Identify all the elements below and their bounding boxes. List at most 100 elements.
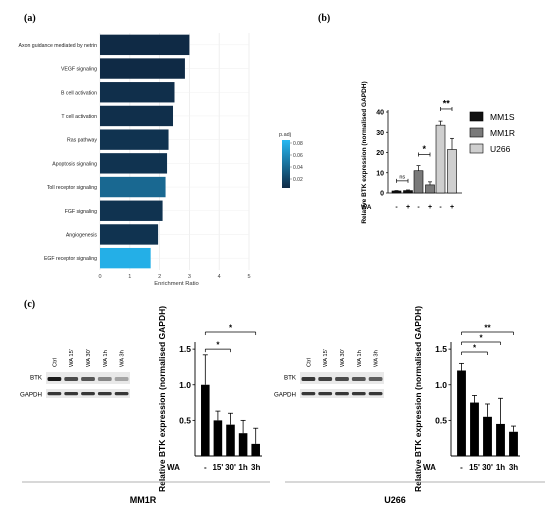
y-tick-label: 1.5 — [435, 344, 447, 354]
blot-band — [114, 377, 129, 381]
condition-label: + — [406, 204, 410, 211]
chart-b-btk-expression: 0 10 20 30 40 Relative BTK expression (normal… — [361, 81, 515, 223]
x-axis-label: WA — [423, 463, 436, 472]
bar — [100, 105, 174, 127]
y-axis-label: Relative BTK expression (normalised GAPD… — [361, 81, 368, 223]
blot-row-label: BTK — [284, 375, 297, 382]
x-axis-label: WA — [361, 204, 372, 211]
panel-label-b: (b) — [318, 13, 330, 24]
blot-band — [47, 392, 62, 396]
significance-label: * — [229, 324, 233, 333]
blot-band — [97, 392, 112, 396]
category-label: EGF receptor signaling — [44, 256, 97, 262]
significance-label: * — [473, 343, 477, 352]
legend-tick-label: 0.08 — [293, 141, 303, 147]
legend-swatch — [469, 111, 484, 122]
bar — [457, 370, 466, 456]
blot-lane-label: WA 15' — [69, 349, 75, 367]
bar — [100, 82, 175, 103]
legend-label: U266 — [490, 144, 511, 154]
x-axis-label: Enrichment Ratio — [154, 281, 198, 287]
bar — [509, 431, 518, 456]
x-tick-label: - — [204, 463, 207, 472]
blot-band — [97, 377, 112, 381]
x-tick-label: 1h — [496, 463, 505, 472]
blot-lane-label: WA 30' — [340, 349, 346, 367]
x-tick-label: 15' — [469, 463, 480, 472]
blot-lane-label: WA 15' — [323, 349, 329, 367]
bar — [413, 170, 424, 194]
y-axis-label: Relative BTK expression (normalised GAPD… — [413, 306, 423, 492]
blot-row-label: GAPDH — [20, 392, 42, 399]
x-tick-label: 30' — [225, 463, 236, 472]
x-tick-label: 30' — [482, 463, 493, 472]
blot-band — [81, 377, 95, 381]
significance-label: ns — [399, 174, 405, 180]
blot-lane-label: Ctrl — [52, 358, 58, 367]
blot-band — [335, 392, 349, 396]
x-tick-label: 0 — [98, 274, 101, 280]
blot-band — [301, 392, 316, 396]
blot-lane-label: WA 30' — [86, 349, 92, 367]
legend-tick-label: 0.02 — [293, 177, 303, 183]
bar — [100, 247, 151, 269]
y-tick-label: 40 — [376, 110, 384, 117]
chart-c-mm1r: Ctrl WA 15' WA 30' WA 1h WA 3h BTK GAPDH 0.5 1.0… — [20, 306, 270, 505]
bar — [425, 184, 435, 194]
y-tick-label: 20 — [376, 150, 384, 157]
significance-label: * — [216, 341, 220, 350]
bar — [100, 200, 163, 221]
blot-row-label: GAPDH — [274, 392, 296, 399]
significance-label: ** — [443, 98, 451, 108]
category-label: Toll receptor signaling — [47, 185, 97, 191]
blot-lane-label: WA 1h — [103, 350, 109, 367]
y-tick-label: 1.0 — [435, 380, 447, 390]
category-label: Apoptosis signaling — [52, 161, 97, 167]
category-label: B cell activation — [61, 90, 97, 96]
bar — [100, 153, 168, 174]
blot-band — [64, 377, 79, 381]
panel-label-a: (a) — [24, 13, 36, 24]
x-axis-label: WA — [167, 463, 180, 472]
condition-label: + — [428, 204, 432, 211]
y-tick-label: 0 — [380, 191, 384, 198]
bar — [470, 402, 479, 456]
legend-title: p.adj — [279, 132, 291, 138]
significance-label: * — [422, 144, 426, 154]
x-tick-label: 1 — [128, 274, 131, 280]
blot-band — [335, 377, 349, 381]
bar — [251, 443, 260, 456]
blot-lane-label: Ctrl — [306, 358, 312, 367]
condition-label: - — [395, 204, 398, 211]
bar — [100, 176, 166, 198]
y-tick-label: 30 — [376, 130, 384, 137]
condition-label: + — [450, 204, 454, 211]
bar — [201, 384, 210, 456]
x-tick-label: 1h — [238, 463, 247, 472]
blot-band — [81, 392, 95, 396]
x-tick-label: 4 — [218, 274, 221, 280]
blot-band — [351, 377, 366, 381]
chart-a-enrichment: 0 1 2 3 4 5 Axon guidance mediated by netrin VE… — [19, 33, 303, 287]
category-label: VEGF signaling — [61, 67, 97, 73]
blot-band — [368, 377, 383, 381]
bar — [100, 129, 169, 150]
blot-band — [64, 392, 79, 396]
x-tick-label: 3h — [509, 463, 518, 472]
blot-band — [47, 377, 62, 381]
bar — [483, 416, 492, 456]
legend-tick-label: 0.06 — [293, 153, 303, 159]
blot-band — [318, 377, 333, 381]
category-label: Axon guidance mediated by netrin — [19, 43, 98, 49]
legend-tick-label: 0.04 — [293, 165, 303, 171]
chart-c-u266: Ctrl WA 15' WA 30' WA 1h WA 3h BTK GAPDH 0.5 1.0… — [274, 306, 545, 505]
panel-label-c: (c) — [24, 299, 35, 310]
legend-colorbar — [282, 140, 290, 188]
panel-caption: U266 — [384, 495, 406, 505]
blot-band — [301, 377, 316, 381]
significance-label: ** — [484, 324, 491, 333]
bar — [100, 58, 185, 79]
x-tick-label: 5 — [247, 274, 250, 280]
x-tick-label: - — [460, 463, 463, 472]
